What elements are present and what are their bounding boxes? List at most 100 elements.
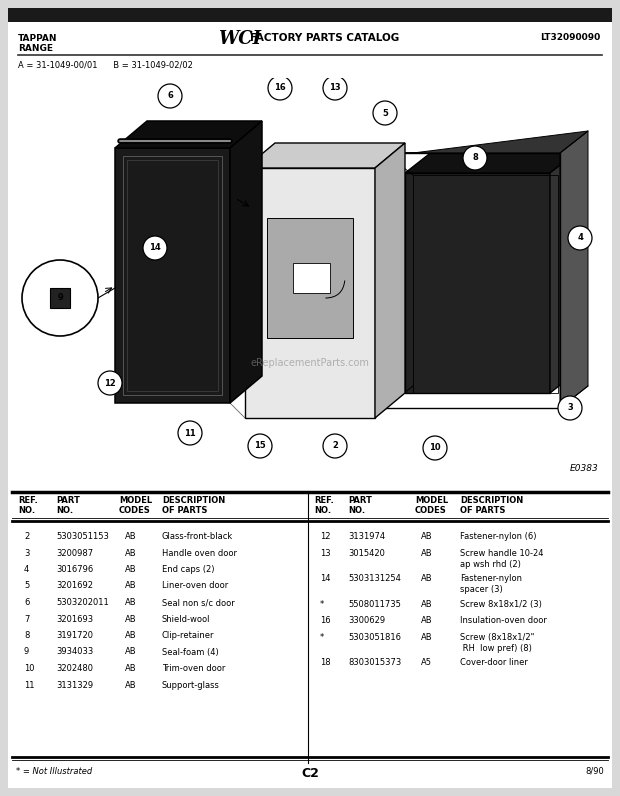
Text: 5: 5 bbox=[24, 582, 29, 591]
Text: 10: 10 bbox=[429, 443, 441, 452]
Circle shape bbox=[22, 260, 98, 336]
Text: AB: AB bbox=[421, 532, 433, 541]
Text: 8303015373: 8303015373 bbox=[348, 658, 401, 667]
Text: 3300629: 3300629 bbox=[348, 616, 385, 625]
Text: 3202480: 3202480 bbox=[56, 664, 93, 673]
Text: 5508011735: 5508011735 bbox=[348, 599, 401, 609]
Text: eReplacementParts.com: eReplacementParts.com bbox=[250, 358, 370, 368]
Text: AB: AB bbox=[421, 616, 433, 625]
Text: 8/90: 8/90 bbox=[585, 767, 604, 776]
Text: TAPPAN: TAPPAN bbox=[18, 34, 58, 43]
Text: 3934033: 3934033 bbox=[56, 647, 93, 657]
Text: LT32090090: LT32090090 bbox=[540, 33, 600, 42]
Polygon shape bbox=[115, 148, 230, 403]
Text: 9: 9 bbox=[24, 647, 29, 657]
Polygon shape bbox=[385, 131, 588, 153]
Circle shape bbox=[178, 421, 202, 445]
Text: MODEL
CODES: MODEL CODES bbox=[415, 496, 448, 515]
Text: 10: 10 bbox=[24, 664, 35, 673]
Text: Cover-door liner: Cover-door liner bbox=[460, 658, 528, 667]
Text: REF.
NO.: REF. NO. bbox=[314, 496, 334, 515]
Text: C2: C2 bbox=[301, 767, 319, 780]
Text: PART
NO.: PART NO. bbox=[56, 496, 80, 515]
Text: 3131329: 3131329 bbox=[56, 681, 93, 689]
Text: 12: 12 bbox=[320, 532, 330, 541]
Text: AB: AB bbox=[125, 532, 136, 541]
Circle shape bbox=[98, 371, 122, 395]
Text: 3200987: 3200987 bbox=[56, 548, 93, 557]
Text: 3191720: 3191720 bbox=[56, 631, 93, 640]
FancyBboxPatch shape bbox=[8, 8, 612, 788]
Text: 6: 6 bbox=[167, 92, 173, 100]
Polygon shape bbox=[375, 143, 405, 418]
Text: WCI: WCI bbox=[218, 30, 261, 48]
Text: RANGE: RANGE bbox=[18, 44, 53, 53]
Circle shape bbox=[568, 226, 592, 250]
Text: End caps (2): End caps (2) bbox=[162, 565, 215, 574]
Text: 4: 4 bbox=[577, 233, 583, 243]
Text: * = Not Illustrated: * = Not Illustrated bbox=[16, 767, 92, 776]
Text: 3016796: 3016796 bbox=[56, 565, 93, 574]
Text: AB: AB bbox=[421, 599, 433, 609]
Polygon shape bbox=[550, 151, 578, 393]
Text: DESCRIPTION
OF PARTS: DESCRIPTION OF PARTS bbox=[460, 496, 523, 515]
Text: 5303202011: 5303202011 bbox=[56, 598, 108, 607]
Text: REF.
NO.: REF. NO. bbox=[18, 496, 38, 515]
Text: AB: AB bbox=[125, 631, 136, 640]
Text: 5303051153: 5303051153 bbox=[56, 532, 109, 541]
Text: 11: 11 bbox=[24, 681, 35, 689]
Circle shape bbox=[268, 76, 292, 100]
Text: A = 31-1049-00/01      B = 31-1049-02/02: A = 31-1049-00/01 B = 31-1049-02/02 bbox=[18, 60, 193, 69]
Text: 3131974: 3131974 bbox=[348, 532, 385, 541]
Polygon shape bbox=[405, 173, 550, 393]
Polygon shape bbox=[230, 121, 262, 403]
Text: Seal non s/c door: Seal non s/c door bbox=[162, 598, 235, 607]
Text: DESCRIPTION
OF PARTS: DESCRIPTION OF PARTS bbox=[162, 496, 225, 515]
Text: 5303051816: 5303051816 bbox=[348, 633, 401, 642]
Polygon shape bbox=[115, 121, 262, 148]
Text: E0383: E0383 bbox=[569, 464, 598, 473]
Text: AB: AB bbox=[125, 582, 136, 591]
Circle shape bbox=[248, 434, 272, 458]
Circle shape bbox=[463, 146, 487, 170]
Text: 2: 2 bbox=[332, 442, 338, 451]
Text: 2: 2 bbox=[24, 532, 29, 541]
Polygon shape bbox=[267, 218, 353, 338]
Text: PART
NO.: PART NO. bbox=[348, 496, 372, 515]
Text: 5: 5 bbox=[382, 108, 388, 118]
Text: Shield-wool: Shield-wool bbox=[162, 615, 211, 623]
Text: Seal-foam (4): Seal-foam (4) bbox=[162, 647, 219, 657]
Text: AB: AB bbox=[125, 647, 136, 657]
Text: Clip-retainer: Clip-retainer bbox=[162, 631, 215, 640]
Text: 7: 7 bbox=[24, 615, 29, 623]
Text: 3015420: 3015420 bbox=[348, 548, 385, 557]
Text: MODEL
CODES: MODEL CODES bbox=[119, 496, 152, 515]
Text: FACTORY PARTS CATALOG: FACTORY PARTS CATALOG bbox=[250, 33, 399, 43]
Text: AB: AB bbox=[421, 548, 433, 557]
Circle shape bbox=[323, 434, 347, 458]
Text: 16: 16 bbox=[320, 616, 330, 625]
Circle shape bbox=[423, 436, 447, 460]
Text: AB: AB bbox=[125, 565, 136, 574]
Circle shape bbox=[558, 396, 582, 420]
Polygon shape bbox=[293, 263, 330, 293]
Circle shape bbox=[323, 76, 347, 100]
Text: Support-glass: Support-glass bbox=[162, 681, 220, 689]
Text: 3: 3 bbox=[24, 548, 29, 557]
Text: 3201692: 3201692 bbox=[56, 582, 93, 591]
Text: Fastener-nylon
spacer (3): Fastener-nylon spacer (3) bbox=[460, 574, 522, 594]
Text: 15: 15 bbox=[254, 442, 266, 451]
Text: 14: 14 bbox=[320, 574, 330, 583]
Polygon shape bbox=[245, 143, 405, 168]
Text: 18: 18 bbox=[320, 658, 330, 667]
Text: 14: 14 bbox=[149, 244, 161, 252]
Polygon shape bbox=[245, 168, 375, 418]
Text: 6: 6 bbox=[24, 598, 29, 607]
Text: AB: AB bbox=[125, 681, 136, 689]
Text: 8: 8 bbox=[24, 631, 29, 640]
Polygon shape bbox=[560, 131, 588, 408]
Text: Liner-oven door: Liner-oven door bbox=[162, 582, 228, 591]
Text: Trim-oven door: Trim-oven door bbox=[162, 664, 226, 673]
Text: 13: 13 bbox=[329, 84, 341, 92]
Text: 12: 12 bbox=[104, 379, 116, 388]
